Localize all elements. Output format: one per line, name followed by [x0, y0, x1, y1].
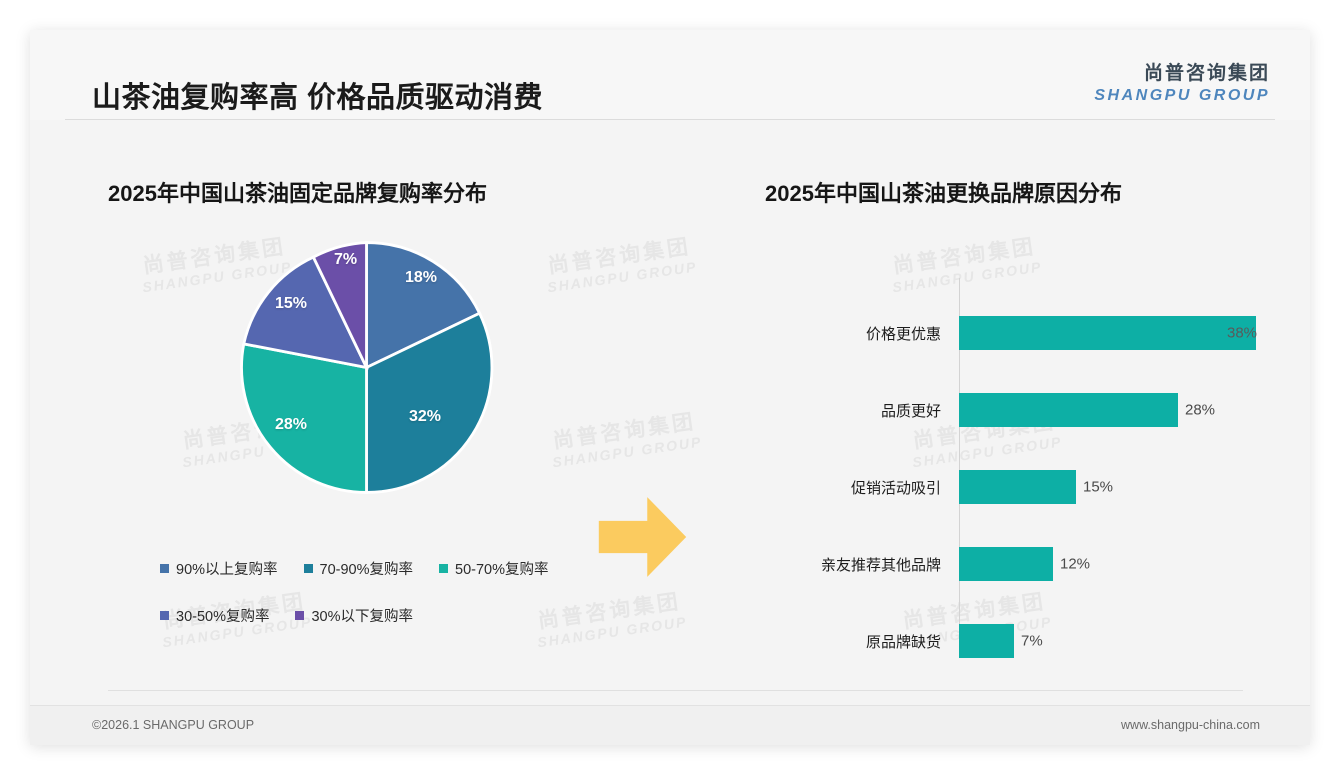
bar-value-label: 7%: [1021, 632, 1043, 650]
bar-row[interactable]: 价格更优惠 38%: [765, 316, 1275, 350]
pie-label-4: 15%: [275, 295, 308, 312]
legend-item[interactable]: 30%以下复购率: [295, 605, 413, 626]
legend-swatch-icon: [160, 564, 169, 573]
legend-swatch-icon: [295, 611, 305, 620]
bar-category-label: 品质更好: [880, 402, 941, 420]
slide-body: 尚普咨询集团 SHANGPU GROUP 尚普咨询集团 SHANGPU GROUP …: [30, 120, 1310, 680]
pie-slice-3: [240, 342, 368, 494]
pie-slice-1: [365, 241, 482, 370]
bar-value-label: 38%: [1227, 324, 1258, 342]
pie-label-2: 32%: [409, 408, 442, 425]
pie-slice-4: [242, 255, 369, 370]
pie-slice-5: [311, 241, 368, 369]
legend-item[interactable]: 50-70%复购率: [439, 558, 549, 579]
legend-item[interactable]: 70-90%复购率: [303, 558, 414, 579]
legend-label: 30%以下复购率: [311, 609, 414, 625]
brand-logo: 尚普咨询集团 SHANGPU GROUP: [1094, 62, 1270, 105]
pie-label-5: 7%: [334, 251, 358, 268]
pie-label-3: 28%: [275, 416, 308, 433]
legend-swatch-icon: [160, 611, 169, 620]
bar-fill: [959, 470, 1076, 504]
website-link[interactable]: www.shangpu-china.com: [1121, 718, 1260, 732]
slide-card: 山茶油复购率高 价格品质驱动消费 尚普咨询集团 SHANGPU GROUP 尚普…: [30, 30, 1310, 745]
bar-axis-line: [959, 278, 960, 653]
bar-track: 7%: [951, 624, 1275, 658]
bar-value-label: 28%: [1185, 401, 1216, 419]
logo-english-text: SHANGPU GROUP: [1094, 86, 1270, 104]
legend-item[interactable]: 90%以上复购率: [160, 558, 278, 579]
pie-label-1: 18%: [405, 269, 438, 286]
bar-category-label: 亲友推荐其他品牌: [820, 556, 941, 574]
bar-row[interactable]: 亲友推荐其他品牌 12%: [765, 547, 1275, 581]
legend-label: 30-50%复购率: [176, 609, 270, 625]
bar-chart-title: 2025年中国山茶油更换品牌原因分布: [765, 181, 1122, 206]
bar-row[interactable]: 原品牌缺货 7%: [765, 624, 1275, 658]
bar-category-label: 促销活动吸引: [850, 479, 941, 497]
bar-track: 12%: [951, 547, 1275, 581]
bar-fill: [959, 393, 1178, 427]
bar-chart: 价格更优惠 38% 品质更好 28% 促销活动吸引 15%: [765, 220, 1275, 670]
note-divider: [108, 690, 1243, 691]
bar-track: 15%: [951, 470, 1275, 504]
bar-fill: [959, 316, 1256, 350]
bar-value-label: 15%: [1083, 478, 1114, 496]
copyright-text: ©2026.1 SHANGPU GROUP: [92, 718, 255, 732]
pie-chart-title: 2025年中国山茶油固定品牌复购率分布: [108, 181, 487, 206]
bar-row[interactable]: 促销活动吸引 15%: [765, 470, 1275, 504]
pie-chart: 18% 32% 28% 15% 7% 90%以上复购率 70-90%复购率 50…: [108, 220, 628, 660]
bar-category-label: 价格更优惠: [865, 325, 941, 343]
bar-row[interactable]: 品质更好 28%: [765, 393, 1275, 427]
page-title: 山茶油复购率高 价格品质驱动消费: [92, 82, 544, 114]
bar-track: 38%: [951, 316, 1275, 350]
bar-value-label: 12%: [1060, 555, 1091, 573]
right-arrow-icon: [598, 497, 687, 577]
legend-label: 50-70%复购率: [455, 562, 549, 578]
bar-fill: [959, 547, 1053, 581]
legend-item[interactable]: 30-50%复购率: [160, 605, 269, 626]
legend-label: 90%以上复购率: [176, 562, 278, 578]
pie-legend: 90%以上复购率 70-90%复购率 50-70%复购率 30-50%复购率 3…: [160, 558, 630, 626]
bar-track: 28%: [951, 393, 1275, 427]
bar-category-label: 原品牌缺货: [865, 633, 941, 651]
header-divider: [65, 119, 1275, 120]
legend-swatch-icon: [303, 564, 313, 573]
slide-header: 山茶油复购率高 价格品质驱动消费 尚普咨询集团 SHANGPU GROUP: [30, 30, 1310, 120]
bar-fill: [959, 624, 1014, 658]
pie-svg: [240, 241, 494, 494]
legend-label: 70-90%复购率: [319, 562, 414, 578]
legend-swatch-icon: [439, 564, 449, 573]
pie-slice-2: [365, 311, 494, 494]
logo-chinese-text: 尚普咨询集团: [1143, 63, 1270, 84]
slide-footer: ©2026.1 SHANGPU GROUP www.shangpu-china.…: [30, 705, 1310, 745]
